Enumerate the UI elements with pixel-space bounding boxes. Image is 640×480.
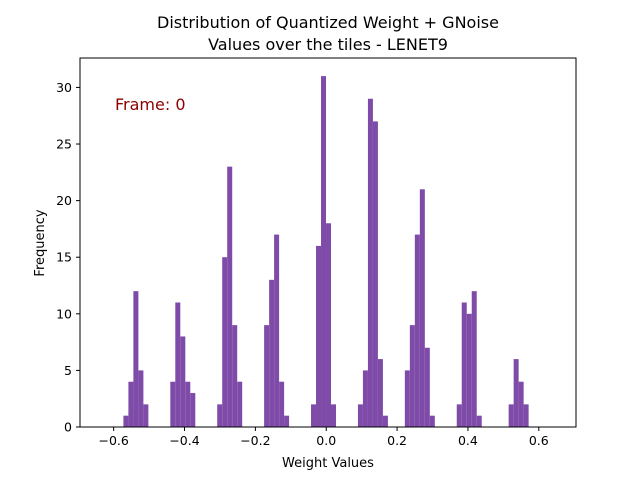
histogram-bar-36 (429, 415, 435, 427)
histogram-bar-24 (331, 404, 337, 427)
histogram-bar-5 (170, 381, 176, 427)
y-tick-label-1: 5 (64, 363, 72, 378)
y-axis-ticks: 0 5 10 15 20 25 30 (56, 80, 80, 435)
histogram-bar-3 (138, 370, 144, 427)
histogram-bar-8 (185, 381, 191, 427)
histogram-bar-38 (461, 302, 467, 427)
histogram-bar-17 (274, 234, 280, 427)
histogram-bar-26 (362, 370, 368, 427)
y-tick-label-3: 15 (56, 250, 72, 265)
x-tick-label-3: 0.0 (316, 433, 336, 448)
histogram-bar-45 (523, 404, 529, 427)
histogram-bar-12 (227, 166, 233, 427)
histogram-bar-13 (232, 325, 238, 427)
histogram-bar-6 (175, 302, 181, 427)
histogram-bar-33 (414, 234, 420, 427)
x-axis-label: Weight Values (282, 456, 374, 471)
histogram-bar-4 (143, 404, 149, 427)
y-tick-label-0: 0 (64, 420, 72, 435)
frame-annotation: Frame: 0 (115, 95, 186, 114)
histogram-bar-0 (123, 415, 129, 427)
histogram-bar-21 (316, 245, 322, 427)
histogram-bar-41 (476, 415, 482, 427)
histogram-bar-34 (419, 189, 425, 427)
histogram-bar-10 (217, 404, 223, 427)
chart-title-line-2: Values over the tiles - LENET9 (208, 35, 448, 54)
histogram-bar-44 (518, 381, 524, 427)
x-tick-label-5: 0.4 (458, 433, 478, 448)
x-tick-label-4: 0.2 (387, 433, 407, 448)
histogram-bar-31 (404, 370, 410, 427)
histogram-bar-35 (424, 347, 430, 427)
x-tick-label-1: −0.4 (169, 433, 199, 448)
plot-frame (79, 57, 577, 428)
histogram-bars (123, 76, 529, 428)
y-tick-label-5: 25 (56, 137, 72, 152)
histogram-bar-20 (311, 404, 317, 427)
histogram-bar-14 (237, 381, 243, 427)
histogram-bar-37 (456, 404, 462, 427)
histogram-bar-15 (264, 325, 270, 427)
histogram-bar-18 (279, 381, 285, 427)
x-tick-label-6: 0.6 (529, 433, 549, 448)
histogram-bar-9 (190, 393, 196, 427)
histogram-bar-43 (513, 359, 519, 427)
histogram-bar-2 (133, 291, 139, 427)
y-tick-label-2: 10 (56, 306, 72, 321)
histogram-bar-25 (357, 404, 363, 427)
chart-title-line-1: Distribution of Quantized Weight + GNois… (157, 13, 499, 32)
histogram-bar-42 (508, 404, 514, 427)
histogram-bar-11 (222, 257, 228, 427)
histogram-bar-29 (377, 359, 383, 427)
x-axis-ticks: −0.6 −0.4 −0.2 0.0 0.2 0.4 0.6 (98, 427, 549, 448)
histogram-bar-27 (367, 98, 373, 427)
histogram-bar-23 (326, 223, 332, 427)
histogram-bar-32 (409, 325, 415, 427)
x-tick-label-2: −0.2 (240, 433, 270, 448)
histogram-bar-19 (284, 415, 290, 427)
histogram-bar-30 (382, 415, 388, 427)
histogram-bar-28 (372, 121, 378, 427)
y-axis-label: Frequency (33, 209, 48, 276)
histogram-bar-7 (180, 336, 186, 427)
histogram-bar-40 (471, 291, 477, 427)
histogram-bar-16 (269, 279, 275, 427)
histogram-bar-22 (321, 76, 327, 428)
histogram-bar-1 (128, 381, 134, 427)
y-tick-label-4: 20 (56, 193, 72, 208)
x-tick-label-0: −0.6 (98, 433, 128, 448)
y-tick-label-6: 30 (56, 80, 72, 95)
histogram-bar-39 (466, 313, 472, 427)
